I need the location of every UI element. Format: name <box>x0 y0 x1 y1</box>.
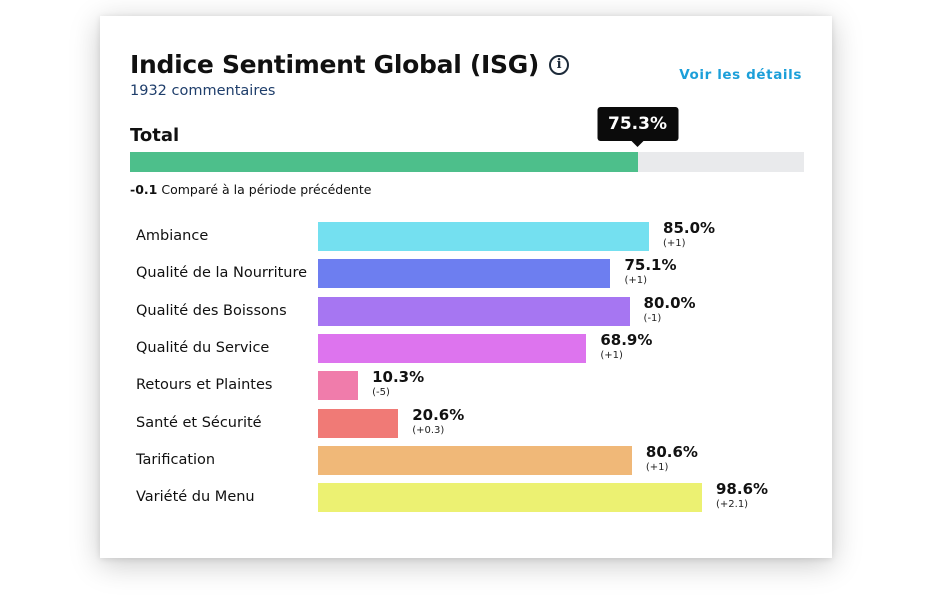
bar-value-label: 68.9% <box>600 330 653 349</box>
bar[interactable] <box>318 259 611 289</box>
bar-label: Ambiance <box>136 228 209 244</box>
bar-label: Qualité des Boissons <box>136 302 287 319</box>
total-progress-fill <box>130 152 638 172</box>
isg-card: Indice Sentiment Global (ISG) i 1932 com… <box>100 16 832 558</box>
bar-change-label: (+0.3) <box>412 424 445 436</box>
bar-change-label: (+1) <box>663 238 686 249</box>
bar-change-label: (-5) <box>372 387 390 399</box>
comparison-text: -0.1 Comparé à la période précédente <box>130 182 371 197</box>
page-title: Indice Sentiment Global (ISG) <box>130 50 540 79</box>
total-progress-track <box>130 152 804 172</box>
bar-value-label: 80.0% <box>643 293 696 312</box>
bar-label: Qualité de la Nourriture <box>136 265 308 282</box>
bar-value-label: 98.6% <box>716 480 769 499</box>
bar-value-label: 75.1% <box>624 256 677 275</box>
comment-count: 1932 commentaires <box>130 83 276 99</box>
bar-value-label: 80.6% <box>645 442 698 461</box>
view-details-link[interactable]: Voir les détails <box>679 67 802 83</box>
bar-value-label: 20.6% <box>412 405 465 424</box>
change-value: -0.1 <box>130 182 158 197</box>
bar[interactable] <box>318 445 632 475</box>
bar-label: Qualité du Service <box>136 339 270 356</box>
bar-change-label: (+1) <box>624 275 648 287</box>
category-bar-chart: Ambiance 85.0% (+1) Qualité de la Nourritur… <box>100 16 832 558</box>
bar-value-label: 10.3% <box>372 368 425 387</box>
bar[interactable] <box>318 296 630 326</box>
info-icon[interactable]: i <box>549 54 570 75</box>
title-row: Indice Sentiment Global (ISG) i <box>130 50 570 79</box>
bar-change-label: (+1) <box>645 461 669 473</box>
change-description: Comparé à la période précédente <box>161 182 372 197</box>
bar[interactable] <box>318 371 359 401</box>
bar-label: Retours et Plaintes <box>136 377 273 394</box>
bar-label: Santé et Sécurité <box>136 414 262 431</box>
bar[interactable] <box>318 408 399 438</box>
bar-label: Variété du Menu <box>136 489 255 506</box>
total-label: Total <box>130 125 180 146</box>
bar[interactable] <box>318 333 587 363</box>
bar-change-label: (+1) <box>600 349 623 361</box>
bar-value-label: 85.0% <box>663 219 716 237</box>
total-value-tooltip: 75.3% <box>597 107 679 141</box>
bar-change-label: (-1) <box>643 312 662 324</box>
bar-label: Tarification <box>136 451 216 468</box>
bar[interactable] <box>318 222 650 251</box>
bar[interactable] <box>318 483 702 513</box>
bar-change-label: (+2.1) <box>716 499 749 511</box>
